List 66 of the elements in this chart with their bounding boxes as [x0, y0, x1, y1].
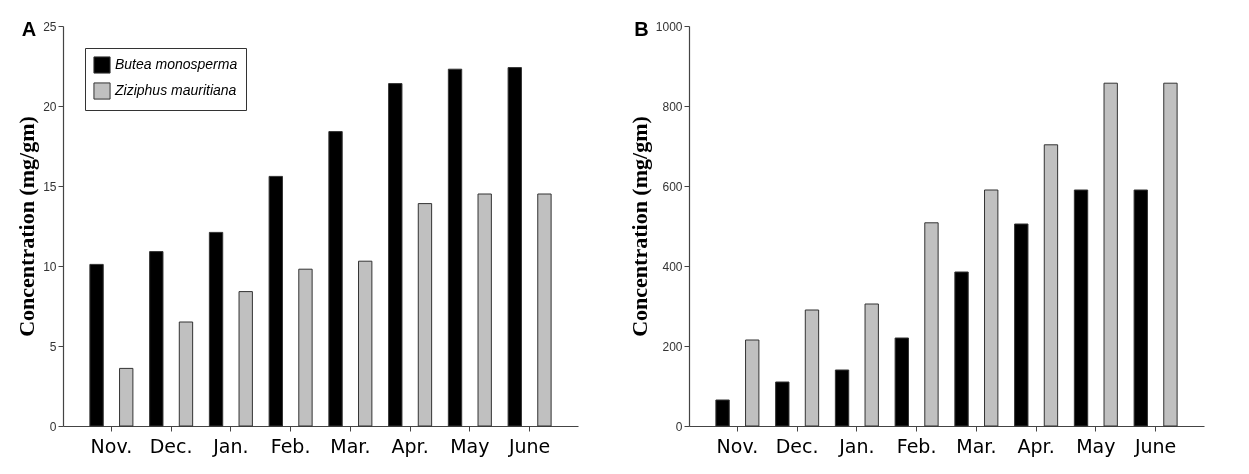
bar	[328, 131, 343, 427]
x-tick-label: Dec.	[775, 434, 819, 457]
bar	[268, 175, 283, 427]
bar	[149, 251, 164, 427]
y-tick-label: 25	[43, 19, 57, 34]
bar	[1073, 189, 1089, 427]
bar	[775, 381, 790, 427]
bar	[238, 291, 253, 427]
bar	[1103, 82, 1118, 427]
x-tick-label: Apr.	[1017, 434, 1055, 457]
x-tick-label: June	[507, 434, 551, 457]
x-tick-label: Feb.	[270, 434, 311, 457]
bar	[1133, 189, 1148, 427]
x-tick-label: May	[450, 434, 490, 457]
bar	[417, 203, 433, 427]
bar	[1014, 223, 1029, 427]
y-tick-label: 600	[662, 179, 683, 194]
x-tick-label: May	[1076, 434, 1116, 457]
legend-label: Butea monosperma	[115, 56, 238, 72]
bar	[388, 83, 403, 427]
bar	[924, 222, 939, 427]
y-tick-label: 1000	[655, 19, 683, 34]
y-tick-label: 10	[43, 259, 57, 274]
x-tick-label: Feb.	[896, 434, 937, 457]
y-tick-label: 400	[662, 259, 683, 274]
bar	[894, 337, 909, 427]
x-tick-label: Mar.	[330, 434, 371, 457]
bar	[89, 263, 104, 427]
y-tick-label: 20	[43, 99, 57, 114]
bar	[954, 271, 969, 427]
chart-title: A	[21, 18, 37, 40]
x-tick-label: Jan.	[838, 434, 875, 457]
bar	[447, 68, 463, 427]
bar	[1163, 82, 1178, 427]
x-tick-label: Apr.	[391, 434, 429, 457]
bar	[984, 189, 999, 427]
x-tick-label: Jan.	[212, 434, 249, 457]
bar	[477, 193, 492, 427]
bar	[178, 321, 194, 427]
bar	[358, 260, 373, 427]
chart-title: B	[634, 18, 649, 40]
y-tick-label: 5	[49, 339, 57, 354]
y-axis-title: Concentration (mg/gm)	[626, 116, 652, 337]
bar	[834, 369, 850, 427]
y-tick-label: 15	[43, 179, 57, 194]
x-tick-label: Dec.	[149, 434, 193, 457]
bar	[864, 303, 879, 427]
bar	[298, 268, 313, 427]
legend-label: Ziziphus mauritiana	[114, 82, 237, 98]
x-tick-label: Nov.	[716, 434, 759, 457]
y-axis-title: Concentration (mg/gm)	[14, 116, 40, 337]
bar	[537, 193, 552, 427]
x-tick-label: June	[1133, 434, 1177, 457]
bar	[507, 67, 522, 427]
x-tick-label: Nov.	[90, 434, 133, 457]
y-tick-label: 200	[662, 339, 683, 354]
y-tick-label: 800	[662, 99, 683, 114]
bar	[715, 399, 730, 427]
bar	[1043, 144, 1059, 427]
bar	[804, 309, 820, 427]
bar	[745, 339, 760, 427]
bar	[119, 367, 134, 427]
y-tick-label: 0	[675, 419, 683, 434]
y-tick-label: 0	[49, 419, 57, 434]
bar	[208, 231, 224, 427]
x-tick-label: Mar.	[956, 434, 997, 457]
